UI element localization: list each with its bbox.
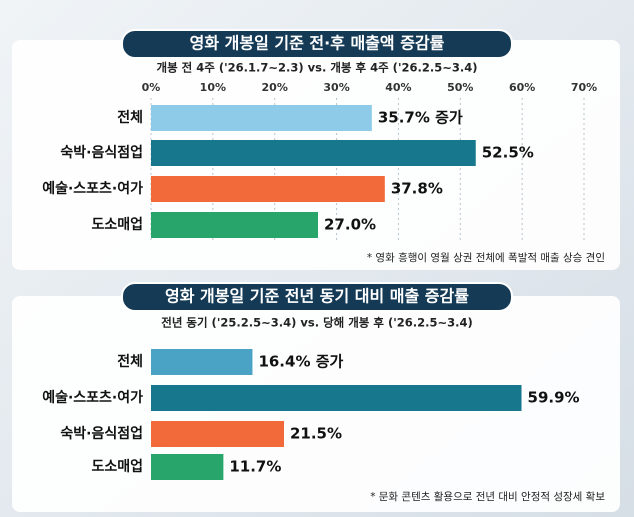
x-tick-label: 40% <box>385 81 411 94</box>
x-tick-label: 0% <box>142 81 161 94</box>
x-tick-label: 60% <box>509 81 535 94</box>
bar <box>151 176 385 202</box>
category-label: 예술·스포츠·여가 <box>42 389 143 406</box>
x-tick-label: 10% <box>200 81 226 94</box>
category-label: 전체 <box>117 353 143 370</box>
value-label: 16.4% 증가 <box>258 353 343 371</box>
bar <box>151 421 284 447</box>
annotation: * 영화 흥행이 영월 상권 전체에 폭발적 매출 상승 견인 <box>367 251 605 264</box>
value-label: 21.5% <box>290 425 342 443</box>
x-tick-label: 50% <box>447 81 473 94</box>
subtitle: 전년 동기 ('25.2.5~3.4) vs. 당해 개봉 후 ('26.2.5… <box>161 316 473 330</box>
value-label: 59.9% <box>528 389 580 407</box>
x-tick-label: 30% <box>323 81 349 94</box>
value-label: 11.7% <box>229 458 281 476</box>
chart-title: 영화 개봉일 기준 전·후 매출액 증감률 <box>190 34 445 53</box>
annotation: * 문화 콘텐츠 활용으로 전년 대비 안정적 성장세 확보 <box>370 490 605 503</box>
title-pill <box>121 29 513 59</box>
bar <box>151 105 372 131</box>
bar <box>151 385 522 411</box>
value-label: 37.8% <box>391 180 443 198</box>
bar <box>151 454 224 480</box>
category-label: 도소매업 <box>91 459 143 475</box>
category-label: 숙박·음식점업 <box>60 144 143 161</box>
bar <box>151 349 253 375</box>
category-label: 도소매업 <box>91 217 143 233</box>
category-label: 전체 <box>117 109 143 126</box>
category-label: 숙박·음식점업 <box>60 425 143 442</box>
subtitle: 개봉 전 4주 ('26.1.7~2.3) vs. 개봉 후 4주 ('26.2… <box>157 61 478 75</box>
x-tick-label: 20% <box>262 81 288 94</box>
value-label: 35.7% 증가 <box>378 109 463 127</box>
value-label: 27.0% <box>324 216 376 234</box>
value-label: 52.5% <box>482 144 534 162</box>
bar <box>151 140 476 166</box>
title-pill <box>121 282 513 312</box>
chart-title: 영화 개봉일 기준 전년 동기 대비 매출 증감률 <box>165 287 469 306</box>
bar <box>151 212 319 238</box>
x-tick-label: 70% <box>571 81 597 94</box>
category-label: 예술·스포츠·여가 <box>42 180 143 197</box>
